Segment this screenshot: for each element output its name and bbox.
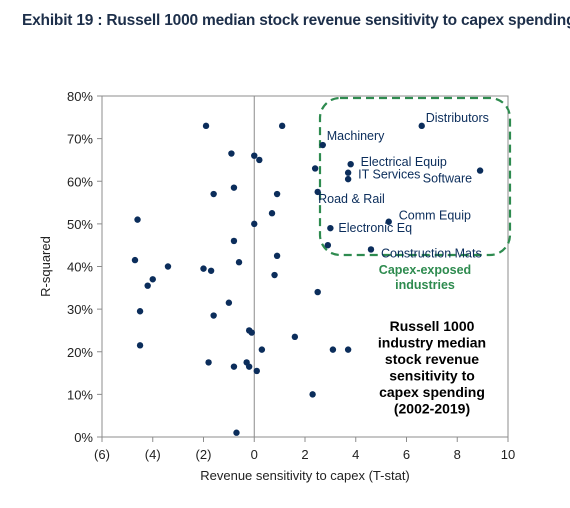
data-point (314, 188, 321, 196)
data-point (205, 359, 212, 366)
data-point (253, 367, 260, 375)
y-tick-label: 60% (67, 174, 93, 189)
data-point (230, 237, 238, 245)
data-point (248, 329, 255, 336)
data-point (136, 342, 144, 349)
data-point (273, 190, 281, 198)
data-point (134, 216, 141, 223)
data-point (291, 333, 299, 341)
data-point (210, 312, 217, 319)
chart-title: Exhibit 19 : Russell 1000 median stock r… (22, 12, 570, 29)
data-point (202, 122, 210, 130)
point-label: Comm Equip (399, 209, 471, 223)
annotation-text-line: industry median (378, 335, 486, 351)
y-tick-label: 0% (74, 430, 93, 445)
y-tick-label: 20% (67, 345, 93, 360)
x-tick-label: 2 (301, 447, 308, 462)
data-point (164, 263, 172, 270)
data-point (225, 299, 233, 306)
capex-exposed-dashed-box (318, 96, 512, 257)
axes: (6) (4) (2) 0 2 4 6 8 10 0% 10% 20% 30% 40% 50% 60% 70% 8… (38, 89, 515, 483)
data-point (278, 122, 286, 130)
data-point (200, 265, 207, 272)
data-point (230, 184, 238, 191)
data-point (258, 346, 266, 353)
y-axis-title: R-squared (38, 236, 53, 297)
data-point (476, 167, 484, 174)
data-point (319, 141, 326, 149)
data-point (311, 165, 319, 172)
capex-exposed-label: industries (395, 278, 455, 292)
x-tick-label: (4) (145, 447, 161, 462)
annotation-text-line: (2002-2019) (394, 401, 470, 417)
data-point (230, 363, 238, 370)
annotation-text-line: capex spending (379, 384, 485, 400)
x-axis-title: Revenue sensitivity to capex (T-stat) (200, 468, 410, 483)
data-point (344, 169, 352, 176)
y-tick-label: 10% (67, 387, 93, 402)
point-label: Construction Mats (381, 246, 482, 260)
y-tick-label: 80% (67, 89, 93, 104)
data-point (385, 218, 392, 225)
y-tick-label: 40% (67, 260, 93, 275)
x-tick-label: 6 (403, 447, 410, 462)
point-label: Road & Rail (318, 192, 385, 206)
x-tick-label: 4 (352, 447, 359, 462)
data-point (207, 267, 215, 274)
capex-exposed-label: Capex-exposed (379, 263, 471, 277)
data-point (273, 252, 281, 260)
data-point (144, 282, 151, 289)
data-point (329, 346, 337, 353)
data-point (245, 363, 253, 370)
point-label: Electrical Equip (361, 155, 447, 169)
data-point (251, 220, 258, 228)
data-point (347, 161, 354, 168)
data-point (136, 308, 144, 315)
data-point (256, 156, 263, 164)
x-tick-label: (6) (94, 447, 110, 462)
point-label: Machinery (327, 129, 385, 143)
point-label: IT Services (358, 168, 420, 182)
data-point (271, 271, 278, 279)
annotation-text-line: stock revenue (385, 351, 479, 367)
x-tick-label: 10 (501, 447, 515, 462)
y-tick-label: 70% (67, 132, 93, 147)
point-label: Electronic Eq (338, 221, 412, 235)
point-labels: Distributors Machinery Electrical EquipIT … (318, 111, 489, 261)
data-point (344, 346, 352, 353)
data-points (131, 122, 484, 436)
data-point (324, 241, 332, 249)
point-label: Distributors (426, 111, 489, 125)
x-tick-label: 0 (251, 447, 258, 462)
data-point (367, 246, 375, 253)
data-point (228, 150, 235, 157)
data-point (327, 224, 334, 232)
y-tick-label: 30% (67, 302, 93, 317)
data-point (210, 190, 217, 198)
data-point (149, 276, 156, 283)
data-point (344, 175, 352, 183)
x-tick-label: 8 (454, 447, 461, 462)
data-point (418, 122, 425, 130)
data-point (131, 256, 139, 264)
y-tick-label: 50% (67, 217, 93, 232)
x-tick-label: (2) (196, 447, 212, 462)
point-label: Software (423, 172, 472, 186)
data-point (251, 152, 258, 159)
data-point (235, 259, 243, 266)
annotation-text-line: Russell 1000 (390, 318, 475, 334)
data-point (268, 210, 276, 217)
annotation-text-line: sensitivity to (389, 368, 475, 384)
data-point (314, 288, 321, 296)
data-point (233, 429, 240, 436)
data-point (309, 391, 316, 398)
